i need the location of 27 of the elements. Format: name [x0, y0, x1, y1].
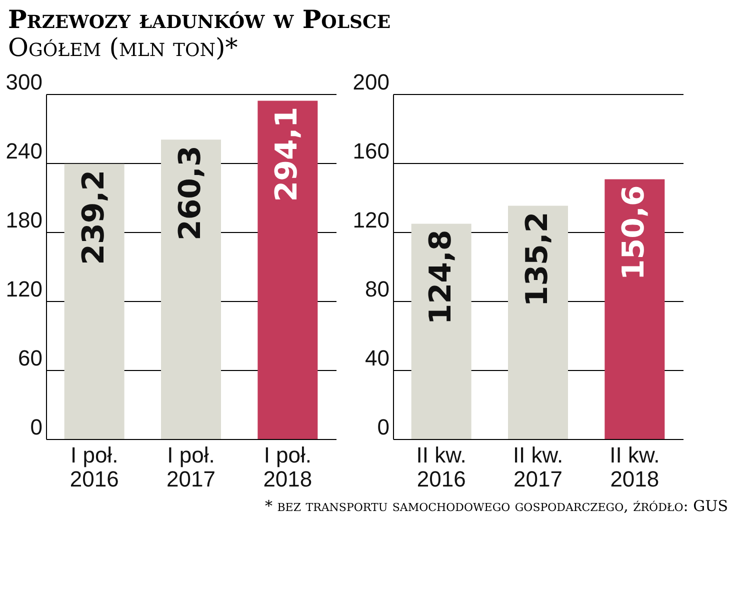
- data-label: 135,2: [520, 212, 555, 307]
- x-tick-label: II kw. 2018: [610, 442, 660, 492]
- y-tick-label: 160: [352, 138, 390, 164]
- x-tick-label: I poł. 2017: [166, 442, 216, 492]
- text: * bez transportu samochodowego gospodarczego, źródło: GUS: [264, 497, 729, 515]
- x-tick-label: II kw. 2016: [416, 442, 466, 492]
- data-label: 150,6: [616, 185, 652, 280]
- data-label: 294,1: [270, 106, 305, 202]
- y-tick-label: 120: [6, 276, 42, 302]
- y-tick-label: 40: [365, 346, 390, 370]
- y-tick-label: 240: [6, 138, 42, 164]
- y-tick-label: 0: [30, 414, 42, 440]
- x-tick-label: I poł. 2018: [263, 442, 312, 492]
- y-tick-label: 120: [352, 208, 390, 232]
- y-tick-label: 60: [18, 346, 42, 370]
- x-tick-label: I poł. 2016: [70, 442, 119, 492]
- y-tick-label: 180: [6, 208, 42, 232]
- y-tick-label: 200: [352, 70, 390, 94]
- y-tick-label: 0: [377, 414, 390, 440]
- y-tick-label: 300: [6, 70, 42, 94]
- y-tick-label: 80: [365, 276, 390, 302]
- data-label: 239,2: [76, 170, 112, 265]
- chart-subtitle: Ogółem (mln ton)*: [8, 33, 239, 62]
- chart-title: Przewozy ładunków w Polsce: [8, 5, 392, 34]
- data-label: 124,8: [423, 230, 458, 325]
- data-label: 260,3: [173, 146, 208, 241]
- x-tick-label: II kw. 2017: [512, 442, 564, 492]
